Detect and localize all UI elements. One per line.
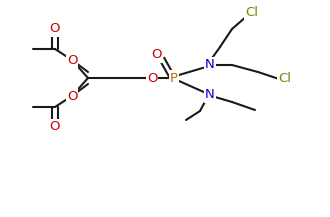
Text: N: N [205, 59, 215, 71]
Text: Cl: Cl [279, 72, 291, 85]
Text: O: O [50, 120, 60, 133]
Text: Cl: Cl [246, 7, 258, 20]
Text: O: O [67, 89, 77, 102]
Text: N: N [205, 89, 215, 102]
Text: O: O [50, 23, 60, 36]
Text: O: O [152, 49, 162, 61]
Text: O: O [67, 54, 77, 66]
Text: O: O [147, 71, 157, 84]
Text: P: P [170, 71, 178, 84]
